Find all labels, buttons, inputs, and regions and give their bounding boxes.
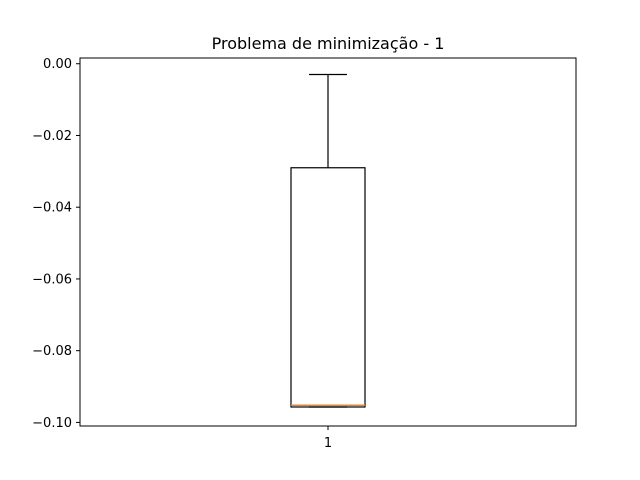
y-tick-label: −0.08 <box>32 344 72 359</box>
marks-layer <box>290 73 366 408</box>
chart-title: Problema de minimização - 1 <box>212 34 445 53</box>
box-body <box>290 167 366 408</box>
y-tick-label: −0.06 <box>32 272 72 287</box>
y-tick-label: −0.02 <box>32 129 72 144</box>
x-tick-label: 1 <box>324 436 332 451</box>
y-tick-label: −0.10 <box>32 416 72 431</box>
y-tick-label: 0.00 <box>43 57 72 72</box>
axes-layer: 0.00 −0.02 −0.04 −0.06 −0.08 −0.10 1 <box>32 57 577 451</box>
y-tick-label: −0.04 <box>32 201 72 216</box>
